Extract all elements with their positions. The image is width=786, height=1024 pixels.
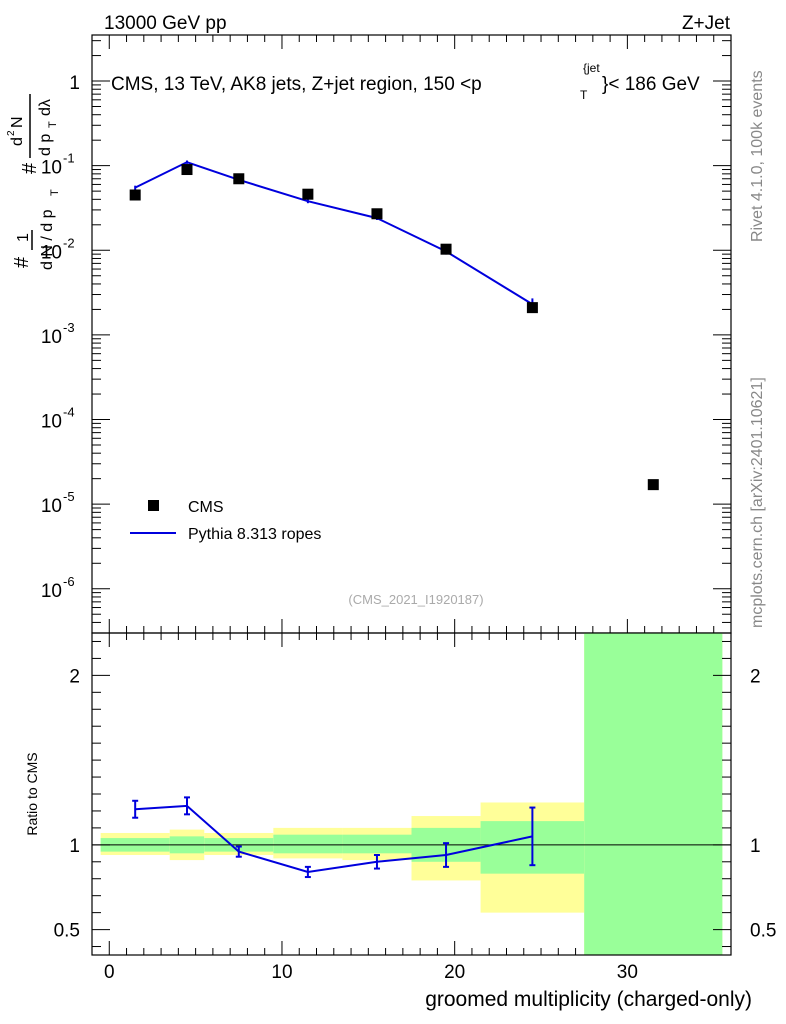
legend-data-label: CMS bbox=[188, 499, 224, 516]
data-point bbox=[181, 164, 193, 176]
ratio-y-tick-label: 2 bbox=[69, 666, 80, 687]
svg-text:T: T bbox=[47, 121, 59, 128]
svg-text:d p: d p bbox=[37, 134, 54, 156]
mc-line bbox=[134, 161, 533, 306]
y-tick-label: 10 -2 bbox=[41, 235, 75, 263]
ratio-y-tick-label-right: 0.5 bbox=[750, 921, 776, 942]
plot-title: CMS, 13 TeV, AK8 jets, Z+jet region, 150… bbox=[111, 61, 700, 102]
data-point bbox=[440, 243, 452, 255]
uncertainty-band-inner bbox=[584, 633, 723, 955]
svg-text:1: 1 bbox=[15, 233, 32, 242]
legend-data-marker bbox=[148, 500, 159, 511]
x-tick-label: 0 bbox=[104, 962, 115, 983]
ratio-y-tick-label: 0.5 bbox=[54, 921, 80, 942]
main-frame bbox=[91, 34, 732, 634]
y-tick-label-base: 10 bbox=[41, 327, 62, 348]
y-tick-label-base: 10 bbox=[41, 496, 62, 517]
data-point bbox=[129, 189, 141, 201]
y-tick-label-exp: -5 bbox=[63, 489, 75, 504]
svg-text:#: # bbox=[19, 162, 41, 174]
y-tick-label-base: 10 bbox=[41, 581, 62, 602]
y-tick-label-exp: -1 bbox=[63, 151, 75, 166]
y-tick-label: 10 -4 bbox=[41, 405, 75, 433]
data-point bbox=[233, 173, 245, 185]
data-point bbox=[302, 188, 314, 200]
y-tick-label: 10 -5 bbox=[41, 489, 75, 517]
analysis-watermark: (CMS_2021_I1920187) bbox=[348, 592, 483, 607]
uncertainty-band-inner bbox=[342, 834, 412, 854]
svg-text:#: # bbox=[11, 256, 33, 268]
legend-mc-label: Pythia 8.313 ropes bbox=[188, 526, 321, 543]
x-axis-label: groomed multiplicity (charged-only) bbox=[425, 988, 752, 1011]
y-tick-label: 1 bbox=[69, 73, 80, 94]
svg-text:N: N bbox=[9, 116, 26, 128]
side-label-bottom: mcplots.cern.ch [arXiv:2401.10621] bbox=[749, 377, 766, 628]
svg-text:d N / d p: d N / d p bbox=[39, 209, 56, 270]
y-tick-label-exp: -4 bbox=[63, 405, 75, 420]
x-tick-label: 10 bbox=[271, 962, 292, 983]
y-tick-label-base: 10 bbox=[41, 242, 62, 263]
data-point bbox=[526, 302, 538, 314]
ratio-y-tick-label-right: 1 bbox=[750, 836, 761, 857]
ratio-panel: 0 10 20 30 0.5 0.5 1 1 2 2 bbox=[54, 632, 776, 983]
svg-text:d: d bbox=[9, 137, 26, 146]
y-tick-label-exp: -6 bbox=[63, 574, 75, 589]
ratio-y-tick-label: 1 bbox=[69, 836, 80, 857]
plot-title-sup: {jet bbox=[583, 61, 600, 75]
side-label-top: Rivet 4.1.0, 100k events bbox=[749, 70, 766, 242]
svg-text:dλ: dλ bbox=[37, 99, 54, 116]
y-tick-label: 10 -1 bbox=[41, 151, 75, 179]
y-tick-label-exp: -3 bbox=[63, 320, 75, 335]
x-tick-label: 30 bbox=[617, 962, 638, 983]
y-tick-label: 10 -6 bbox=[41, 574, 75, 602]
main-ylabel: # 1 d N / d p T # d 2 N d p T dλ bbox=[6, 94, 61, 270]
plot-title-main: CMS, 13 TeV, AK8 jets, Z+jet region, 150… bbox=[111, 74, 482, 95]
ratio-ylabel: Ratio to CMS bbox=[24, 752, 40, 835]
ratio-y-tick-label-right: 2 bbox=[750, 666, 761, 687]
plot-title-close: }< 186 GeV bbox=[602, 74, 700, 95]
header-right: Z+Jet bbox=[682, 13, 731, 34]
y-tick-label-base: 10 bbox=[41, 412, 62, 433]
y-tick-label: 10 -3 bbox=[41, 320, 75, 348]
plot-title-sub: T bbox=[580, 88, 588, 102]
y-tick-label-text: 1 bbox=[69, 73, 80, 94]
svg-text:2: 2 bbox=[6, 130, 17, 136]
y-tick-label-base: 10 bbox=[41, 158, 62, 179]
svg-text:T: T bbox=[49, 189, 61, 196]
y-tick-label-exp: -2 bbox=[63, 235, 75, 250]
header-left: 13000 GeV pp bbox=[104, 13, 227, 34]
data-point bbox=[647, 479, 659, 491]
x-tick-label: 20 bbox=[444, 962, 465, 983]
legend: CMS Pythia 8.313 ropes bbox=[130, 499, 321, 543]
uncertainty-band-inner bbox=[273, 834, 343, 854]
data-point bbox=[371, 208, 383, 220]
